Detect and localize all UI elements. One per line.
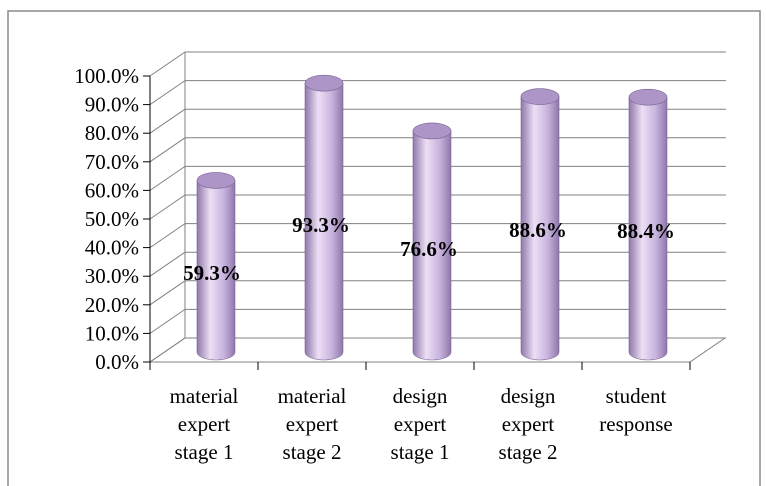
chart-border: [7, 10, 761, 486]
category-label: expert: [286, 412, 339, 436]
category-label: design: [393, 384, 448, 408]
data-label: 88.6%: [509, 218, 567, 242]
category-label: stage 2: [499, 440, 558, 464]
cylinder-top: [304, 74, 344, 92]
gridline-diagonal: [149, 108, 186, 134]
category-label: expert: [178, 412, 231, 436]
y-tick-label: 50.0%: [85, 207, 139, 231]
data-label: 88.4%: [617, 219, 675, 243]
category-label: material: [170, 384, 239, 408]
data-label: 76.6%: [400, 237, 458, 261]
y-tick-label: 0.0%: [95, 350, 139, 374]
y-tick-label: 80.0%: [85, 121, 139, 145]
cylinder-body: [628, 96, 668, 361]
cylinder-bar: [196, 172, 236, 361]
gridline-diagonal: [149, 165, 186, 191]
y-tick-label: 10.0%: [85, 321, 139, 345]
category-label: stage 1: [175, 440, 234, 464]
cylinder-top: [628, 88, 668, 106]
cylinder-body: [304, 82, 344, 361]
gridline-diagonal: [149, 280, 186, 306]
bars: [196, 74, 668, 361]
y-tick-label: 20.0%: [85, 293, 139, 317]
category-label: design: [501, 384, 556, 408]
category-label: student: [606, 384, 667, 408]
cylinder-body: [412, 130, 452, 361]
cylinder-top: [196, 172, 236, 189]
y-tick-label: 40.0%: [85, 236, 139, 260]
floor-plane: [148, 337, 727, 363]
cylinder-top: [520, 88, 560, 105]
y-tick-label: 90.0%: [85, 93, 139, 117]
gridline-diagonal: [149, 80, 186, 106]
category-label: stage 1: [391, 440, 450, 464]
y-tick-label: 60.0%: [85, 178, 139, 202]
cylinder-bar: [412, 122, 452, 361]
axes: [143, 75, 691, 370]
y-tick-label: 100.0%: [74, 64, 139, 88]
gridline-diagonal: [149, 194, 186, 220]
y-tick-labels: 0.0% 10.0% 20.0% 30.0% 40.0% 50.0% 60.0% 70.0% 8…: [74, 64, 139, 374]
category-label: response: [599, 412, 672, 436]
gridline-diagonal: [149, 51, 186, 77]
cylinder-bar: [304, 74, 344, 361]
category-label: stage 2: [283, 440, 342, 464]
category-label: material: [278, 384, 347, 408]
data-labels: 59.3% 93.3% 76.6% 88.6% 88.4%: [183, 213, 675, 285]
category-labels: material expert stage 1 material expert stage…: [170, 384, 673, 464]
data-label: 59.3%: [183, 261, 241, 285]
cylinder-bar: [628, 88, 668, 361]
cylinder-top: [412, 122, 452, 140]
data-label: 93.3%: [292, 213, 350, 237]
y-tick-label: 30.0%: [85, 264, 139, 288]
y-tick-label: 70.0%: [85, 150, 139, 174]
gridline-diagonal: [149, 223, 186, 249]
category-label: expert: [394, 412, 447, 436]
gridline-diagonal: [149, 308, 186, 334]
gridline-diagonal: [149, 137, 186, 163]
gridline-diagonal: [149, 251, 186, 277]
cylinder-body: [520, 96, 560, 361]
cylinder-body: [196, 180, 236, 361]
category-label: expert: [502, 412, 555, 436]
cylinder-bar: [520, 88, 560, 361]
